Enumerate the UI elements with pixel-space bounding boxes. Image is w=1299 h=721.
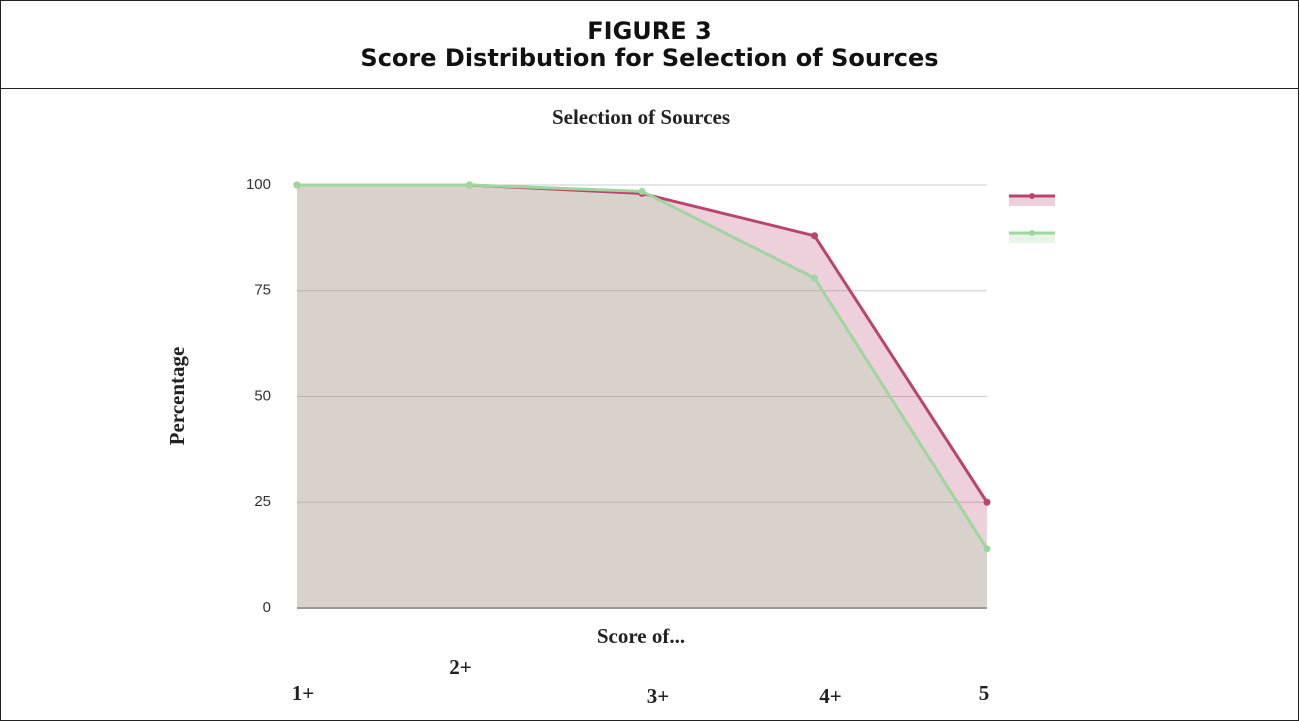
point: [983, 545, 991, 553]
legend-swatch-point: [1029, 230, 1035, 236]
y-tick-label: 100: [246, 176, 271, 193]
x-tick-label: 2+: [449, 655, 471, 679]
y-tick-label: 50: [254, 387, 271, 404]
y-tick-label: 25: [254, 493, 271, 510]
area: [297, 185, 987, 608]
point: [811, 232, 818, 240]
legend-swatch-area: [1009, 196, 1055, 206]
point: [811, 274, 818, 282]
figure-header: FIGURE 3 Score Distribution for Selectio…: [1, 1, 1298, 89]
x-tick-label: 3+: [647, 684, 669, 708]
point: [983, 498, 991, 506]
point: [638, 187, 646, 195]
point: [466, 181, 473, 189]
chart-title: Selection of Sources: [552, 105, 730, 129]
point: [293, 181, 301, 189]
x-tick-label: 5: [979, 681, 990, 705]
figure-title: Score Distribution for Selection of Sour…: [360, 44, 939, 72]
y-axis-label: Percentage: [165, 347, 189, 446]
x-tick-label: 1+: [292, 681, 314, 705]
y-tick-label: 0: [263, 599, 271, 616]
y-tick-label: 75: [254, 282, 271, 299]
area: [297, 185, 987, 608]
x-tick-label: 4+: [819, 684, 841, 708]
legend-swatch-area: [1009, 233, 1055, 243]
legend-swatch-point: [1029, 193, 1035, 199]
figure-label: FIGURE 3: [587, 17, 712, 45]
x-axis-label: Score of...: [597, 624, 685, 648]
